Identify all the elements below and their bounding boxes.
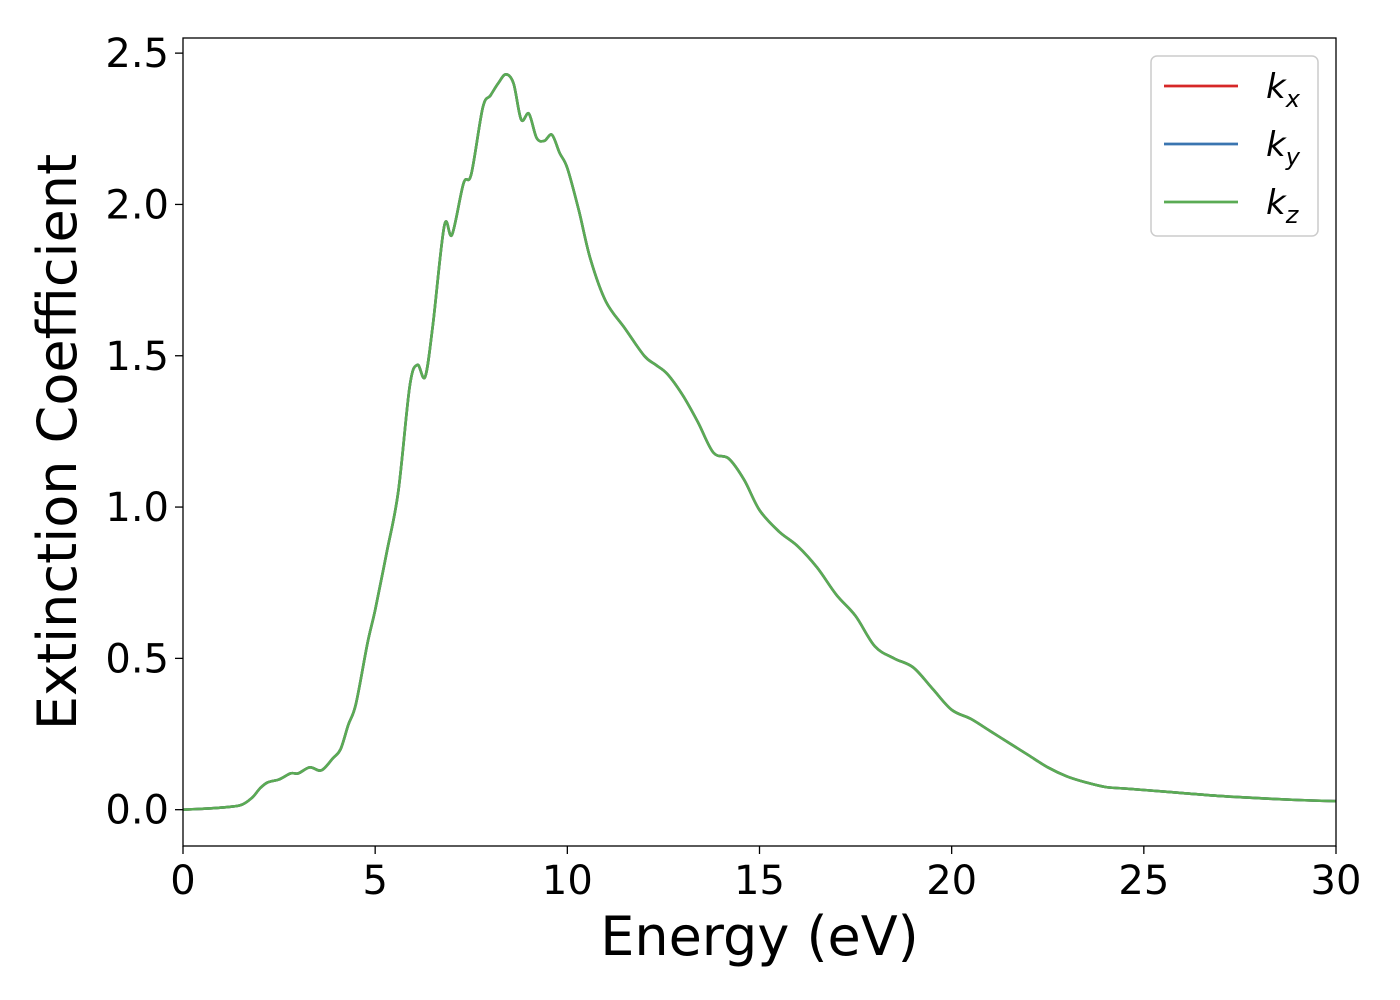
y-tick-label: 1.5 — [105, 334, 169, 380]
y-axis-label: Extinction Coefficient — [26, 154, 89, 730]
legend-box — [1150, 55, 1319, 237]
x-tick-label: 15 — [734, 858, 785, 904]
x-axis-label: Energy (eV) — [600, 905, 919, 968]
x-tick-label: 25 — [1118, 858, 1169, 904]
y-tick-label: 0.0 — [105, 788, 169, 834]
x-tick-label: 5 — [362, 858, 387, 904]
series-line-k-z — [182, 73, 1337, 811]
series-layer — [182, 73, 1337, 811]
x-tick-label: 10 — [542, 858, 593, 904]
legend-label-k-z: kz — [1266, 183, 1300, 229]
legend: kx ky kz — [1150, 55, 1319, 237]
x-tick-label: 30 — [1311, 858, 1362, 904]
legend-label-k-x: kx — [1266, 67, 1301, 113]
y-tick-label: 1.0 — [105, 485, 169, 531]
y-tick-label: 0.5 — [105, 636, 169, 682]
x-tick-label: 0 — [170, 858, 195, 904]
x-tick-label: 20 — [926, 858, 977, 904]
x-axis: 0 5 10 15 20 25 30 — [170, 846, 1361, 904]
y-axis: 0.0 0.5 1.0 1.5 2.0 2.5 — [105, 31, 183, 834]
legend-label-k-y: ky — [1266, 125, 1301, 171]
y-tick-label: 2.0 — [105, 182, 169, 228]
y-tick-label: 2.5 — [105, 31, 169, 77]
